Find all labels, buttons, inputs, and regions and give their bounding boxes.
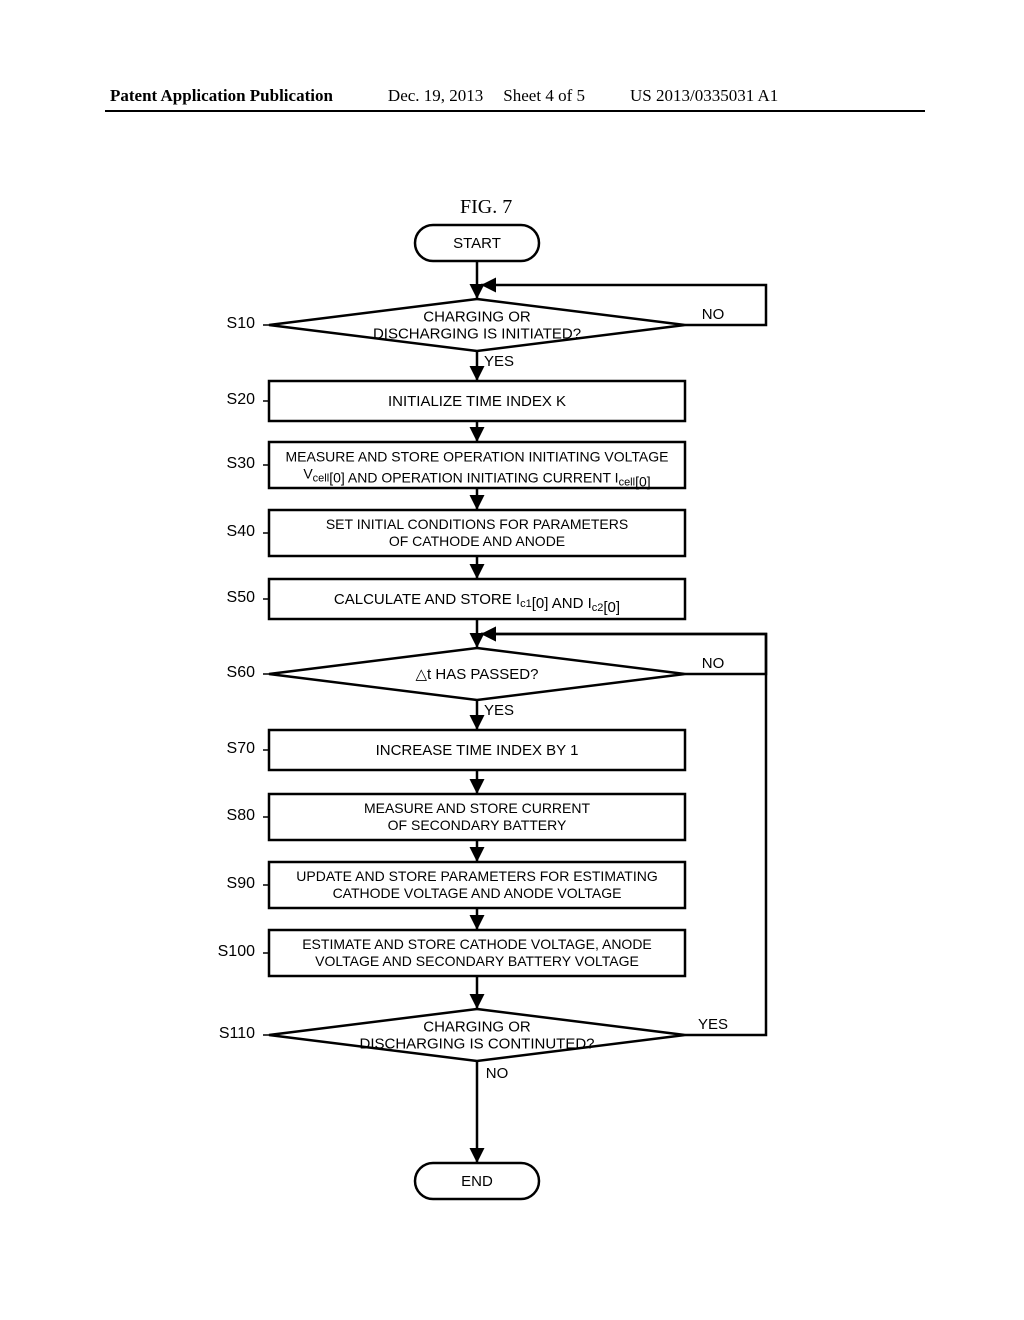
- svg-text:NO: NO: [486, 1065, 509, 1082]
- svg-text:CHARGING OR: CHARGING OR: [423, 308, 531, 325]
- step-label: S70: [205, 740, 255, 758]
- svg-text:END: END: [461, 1173, 493, 1190]
- svg-text:NO: NO: [702, 655, 725, 672]
- sheet-number: Sheet 4 of 5: [503, 86, 585, 106]
- svg-text:SET INITIAL CONDITIONS FOR PAR: SET INITIAL CONDITIONS FOR PARAMETERS: [326, 516, 628, 532]
- svg-text:DISCHARGING IS CONTINUTED?: DISCHARGING IS CONTINUTED?: [359, 1035, 594, 1052]
- step-label: S50: [205, 589, 255, 607]
- svg-text:NO: NO: [702, 306, 725, 323]
- step-label: S100: [205, 943, 255, 961]
- svg-text:INITIALIZE TIME INDEX K: INITIALIZE TIME INDEX K: [388, 393, 566, 410]
- figure-label: FIG. 7: [460, 196, 512, 219]
- flowchart: STARTCHARGING ORDISCHARGING IS INITIATED…: [186, 220, 796, 1210]
- step-label: S90: [205, 875, 255, 893]
- svg-text:UPDATE AND STORE PARAMETERS FO: UPDATE AND STORE PARAMETERS FOR ESTIMATI…: [296, 868, 657, 884]
- step-label: S110: [205, 1025, 255, 1043]
- step-label: S10: [205, 315, 255, 333]
- svg-text:INCREASE TIME INDEX BY 1: INCREASE TIME INDEX BY 1: [376, 742, 579, 759]
- svg-text:CHARGING OR: CHARGING OR: [423, 1018, 531, 1035]
- svg-text:OF SECONDARY BATTERY: OF SECONDARY BATTERY: [388, 817, 567, 833]
- pub-number: US 2013/0335031 A1: [630, 86, 778, 106]
- step-label: S80: [205, 807, 255, 825]
- svg-text:DISCHARGING IS INITIATED?: DISCHARGING IS INITIATED?: [373, 325, 581, 342]
- step-label: S20: [205, 391, 255, 409]
- svg-text:OF CATHODE AND ANODE: OF CATHODE AND ANODE: [389, 533, 565, 549]
- pub-type: Patent Application Publication: [110, 86, 333, 106]
- svg-text:MEASURE AND STORE OPERATION IN: MEASURE AND STORE OPERATION INITIATING V…: [286, 448, 669, 464]
- header-rule: [105, 110, 925, 112]
- step-label: S30: [205, 455, 255, 473]
- svg-text:VOLTAGE AND SECONDARY BATTERY: VOLTAGE AND SECONDARY BATTERY VOLTAGE: [315, 953, 639, 969]
- svg-text:CATHODE VOLTAGE AND ANODE VOLT: CATHODE VOLTAGE AND ANODE VOLTAGE: [333, 885, 622, 901]
- svg-text:MEASURE AND STORE CURRENT: MEASURE AND STORE CURRENT: [364, 800, 591, 816]
- svg-text:START: START: [453, 235, 501, 252]
- step-label: S60: [205, 664, 255, 682]
- svg-text:ESTIMATE AND STORE CATHODE VOL: ESTIMATE AND STORE CATHODE VOLTAGE, ANOD…: [302, 936, 652, 952]
- svg-text:YES: YES: [484, 702, 514, 719]
- step-label: S40: [205, 523, 255, 541]
- svg-text:△t HAS PASSED?: △t HAS PASSED?: [416, 666, 539, 683]
- svg-text:YES: YES: [484, 353, 514, 370]
- page-header: Patent Application Publication Dec. 19, …: [0, 86, 1024, 106]
- svg-text:YES: YES: [698, 1016, 728, 1033]
- pub-date: Dec. 19, 2013: [388, 86, 483, 106]
